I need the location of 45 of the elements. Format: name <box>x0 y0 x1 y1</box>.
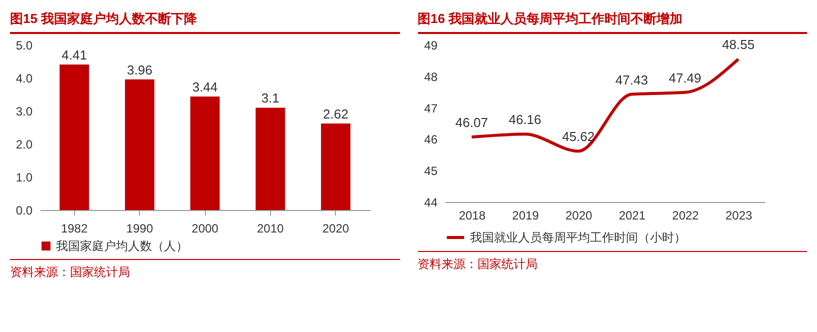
data-label: 2.62 <box>323 106 348 122</box>
x-tick-label: 2022 <box>672 208 699 222</box>
data-label: 3.96 <box>126 62 152 78</box>
data-label: 47.49 <box>668 70 701 86</box>
x-tick-label: 2020 <box>564 208 592 222</box>
legend-label: 我国家庭户均人数（人） <box>56 239 188 253</box>
x-tick-label: 2021 <box>618 208 646 222</box>
y-tick-label: 46 <box>424 132 438 147</box>
data-label: 48.55 <box>722 37 754 52</box>
x-tick-label: 2000 <box>192 222 219 236</box>
x-tick-label: 2019 <box>512 208 539 222</box>
bar <box>190 96 220 210</box>
y-tick-label: 2.0 <box>16 138 33 152</box>
x-tick-label: 1982 <box>60 222 88 236</box>
bar <box>60 64 90 210</box>
x-tick-label: 1990 <box>126 222 154 236</box>
y-tick-label: 0.0 <box>16 204 33 218</box>
legend-label: 我国就业人员每周平均工作时间（小时） <box>470 230 686 244</box>
bar <box>124 79 154 210</box>
x-tick-label: 2010 <box>256 222 284 236</box>
bar <box>256 108 286 210</box>
data-label: 3.44 <box>192 79 218 94</box>
data-label: 46.07 <box>454 115 488 130</box>
text: 资料来源：国家统计局 <box>418 251 807 273</box>
data-label: 47.43 <box>614 72 648 88</box>
text: 资料来源：国家统计局 <box>10 259 400 281</box>
data-label: 46.16 <box>508 112 541 128</box>
y-tick-label: 48 <box>424 70 438 84</box>
x-tick-label: 2023 <box>724 208 752 222</box>
x-tick-label: 2018 <box>458 208 486 222</box>
y-tick-label: 5.0 <box>16 38 33 52</box>
chart-title: 图15 我国家庭户均人数不断下降 <box>10 6 400 34</box>
y-tick-label: 4.0 <box>16 72 33 86</box>
y-tick-label: 1.0 <box>16 170 33 184</box>
bar <box>320 124 350 210</box>
data-label: 4.41 <box>62 47 87 62</box>
data-label: 3.1 <box>261 90 280 106</box>
y-tick-label: 45 <box>424 164 438 178</box>
y-tick-label: 3.0 <box>16 104 33 118</box>
y-tick-label: 49 <box>424 38 438 52</box>
chart-title: 图16 我国就业人员每周平均工作时间不断增加 <box>418 6 807 34</box>
x-tick-label: 2020 <box>322 222 350 236</box>
y-tick-label: 44 <box>424 196 438 210</box>
y-tick-label: 47 <box>424 101 438 116</box>
data-label: 45.62 <box>562 129 594 144</box>
